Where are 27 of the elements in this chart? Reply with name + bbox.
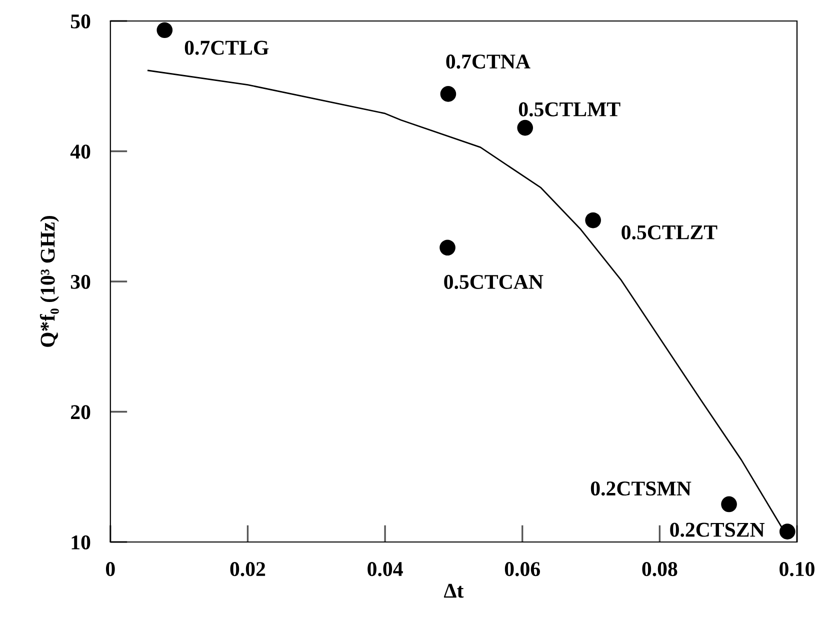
x-tick-label: 0.08 bbox=[642, 562, 678, 576]
x-tick-label: 0 bbox=[106, 562, 115, 576]
y-tick-label: 50 bbox=[70, 14, 90, 28]
x-tick-label: 0.10 bbox=[780, 562, 814, 576]
point bbox=[517, 120, 534, 136]
annotation: 0.7CTNA bbox=[446, 54, 530, 69]
annotation: 0.2CTSMN bbox=[590, 481, 692, 496]
y-tick-label: 30 bbox=[70, 274, 90, 289]
point bbox=[440, 240, 456, 256]
annotation: 0.5CTLZT bbox=[622, 225, 718, 240]
annotation: 0.7CTLG bbox=[184, 40, 269, 55]
y-tick-label: 40 bbox=[70, 144, 90, 159]
annotation: 0.2CTSZN bbox=[670, 522, 765, 537]
x-tick-label: 0.02 bbox=[230, 562, 266, 576]
point bbox=[721, 496, 737, 512]
x-tick-label: 0.04 bbox=[368, 562, 403, 576]
annotation: 0.5CTCAN bbox=[444, 274, 544, 290]
point bbox=[156, 22, 173, 38]
point bbox=[440, 86, 456, 102]
x-tick-label: 0.06 bbox=[504, 562, 540, 576]
x-axis-title: Δt bbox=[444, 584, 464, 598]
annotation: 0.5CTLMT bbox=[518, 102, 620, 116]
y-tick-label: 10 bbox=[72, 535, 90, 550]
point bbox=[779, 524, 796, 540]
point bbox=[585, 212, 601, 228]
y-tick-label: 20 bbox=[71, 405, 90, 420]
y-axis-title: Q*f₀ (10³ GHz) bbox=[40, 216, 60, 347]
